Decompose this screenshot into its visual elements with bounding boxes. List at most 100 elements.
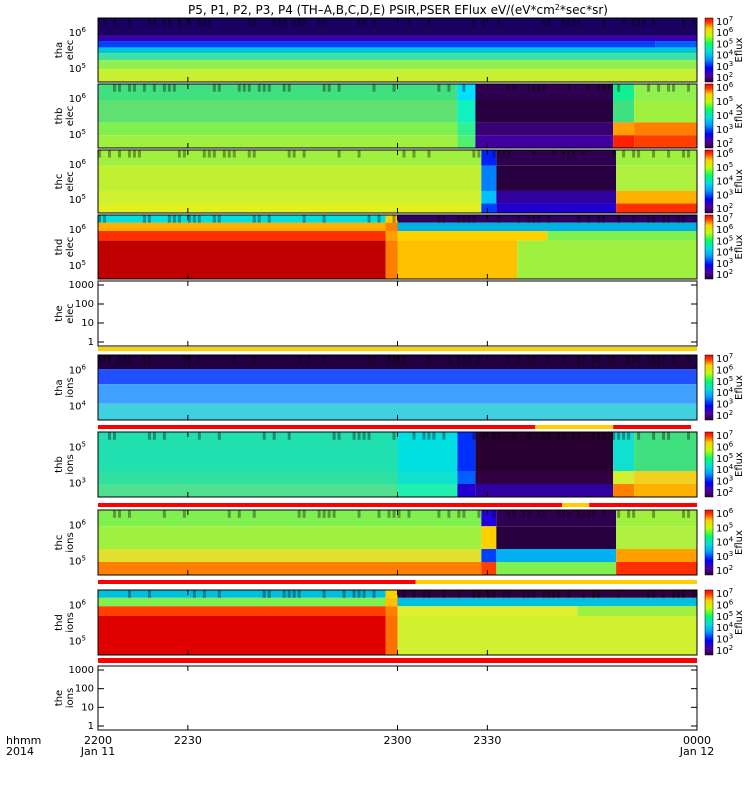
- spec-cell: [98, 165, 482, 191]
- spec-noise: [252, 150, 256, 158]
- spec-noise: [327, 84, 331, 92]
- spec-noise: [607, 84, 611, 92]
- spec-noise: [482, 432, 486, 440]
- spec-cell: [475, 84, 614, 100]
- spec-noise: [272, 432, 276, 440]
- colorbar-tick-label: 104: [716, 109, 734, 122]
- spec-noise: [512, 432, 516, 440]
- spec-noise: [597, 355, 601, 363]
- spec-noise: [182, 355, 186, 363]
- spec-noise: [152, 18, 156, 26]
- panel-species-label: elec: [65, 171, 76, 192]
- spec-noise: [687, 432, 691, 440]
- colorbar: [704, 431, 714, 498]
- spec-noise: [682, 150, 686, 158]
- spec-noise: [322, 510, 326, 518]
- spec-noise: [632, 355, 636, 363]
- spec-cell: [613, 471, 635, 484]
- spec-cell: [98, 135, 458, 148]
- spec-noise: [627, 432, 631, 440]
- spec-cell: [613, 135, 635, 148]
- spec-noise: [342, 590, 346, 598]
- spec-noise: [387, 510, 391, 518]
- spec-noise: [517, 215, 521, 223]
- spec-noise: [602, 432, 606, 440]
- flag-bar: [535, 425, 614, 429]
- spec-noise: [532, 590, 536, 598]
- panel-the-elec: the elec 1000 100 10 1: [54, 280, 698, 351]
- spec-noise: [337, 432, 341, 440]
- spec-noise: [652, 432, 656, 440]
- colorbar-tick-label: 104: [716, 175, 734, 188]
- spec-cell: [98, 606, 386, 616]
- spec-cell: [616, 165, 697, 191]
- spec-noise: [537, 215, 541, 223]
- spec-noise: [652, 590, 656, 598]
- spec-noise: [497, 18, 501, 26]
- spec-cell: [385, 231, 398, 241]
- spec-noise: [687, 150, 691, 158]
- time-tick-date: Jan 12: [679, 745, 714, 758]
- spec-cell: [397, 222, 697, 231]
- spec-cell: [475, 135, 614, 148]
- spec-cell: [98, 616, 386, 655]
- spec-noise: [127, 84, 131, 92]
- spec-cell: [98, 231, 386, 241]
- spec-noise: [527, 590, 531, 598]
- spec-noise: [527, 84, 531, 92]
- spec-cell: [397, 240, 518, 279]
- spec-noise: [257, 84, 261, 92]
- spec-cell: [98, 60, 697, 70]
- spec-noise: [497, 150, 501, 158]
- spec-cell: [496, 190, 617, 204]
- spec-noise: [587, 215, 591, 223]
- spec-noise: [442, 432, 446, 440]
- colorbar: [704, 83, 714, 149]
- spec-noise: [322, 590, 326, 598]
- spec-noise: [232, 150, 236, 158]
- spec-noise: [622, 18, 626, 26]
- spec-cell: [98, 41, 656, 48]
- spec-cell: [457, 471, 476, 484]
- colorbar: [704, 149, 714, 214]
- spec-cell: [475, 122, 614, 136]
- spec-cell: [397, 215, 697, 223]
- spec-noise: [532, 84, 536, 92]
- spec-noise: [127, 355, 131, 363]
- spec-cell: [397, 231, 548, 241]
- spec-noise: [252, 18, 256, 26]
- spec-noise: [622, 150, 626, 158]
- spec-cell: [385, 215, 398, 223]
- flag-bar: [98, 503, 563, 507]
- colorbar-label: Eflux: [734, 234, 745, 259]
- spec-cell: [634, 135, 697, 148]
- spec-noise: [377, 510, 381, 518]
- spec-noise: [492, 432, 496, 440]
- spec-noise: [372, 18, 376, 26]
- spec-noise: [392, 432, 396, 440]
- spec-noise: [107, 355, 111, 363]
- spec-noise: [222, 150, 226, 158]
- y-tick-label: 100: [75, 299, 94, 310]
- spec-noise: [367, 432, 371, 440]
- spec-noise: [302, 18, 306, 26]
- spec-cell: [98, 510, 482, 527]
- y-tick-label: 106: [69, 92, 87, 105]
- panel-probe-label: thd: [54, 239, 65, 256]
- colorbar: [704, 509, 714, 576]
- spec-noise: [177, 150, 181, 158]
- y-tick-label: 1000: [69, 280, 94, 291]
- spec-noise: [682, 510, 686, 518]
- spec-noise: [537, 510, 541, 518]
- colorbar: [704, 214, 714, 280]
- spec-noise: [502, 590, 506, 598]
- time-axis-row2-label: 2014: [6, 745, 34, 758]
- spec-noise: [652, 215, 656, 223]
- spec-noise: [602, 510, 606, 518]
- spec-noise: [662, 355, 666, 363]
- spec-noise: [462, 215, 466, 223]
- panel-species-label: ions: [65, 612, 76, 632]
- spec-noise: [667, 432, 671, 440]
- spec-noise: [152, 432, 156, 440]
- spec-noise: [197, 215, 201, 223]
